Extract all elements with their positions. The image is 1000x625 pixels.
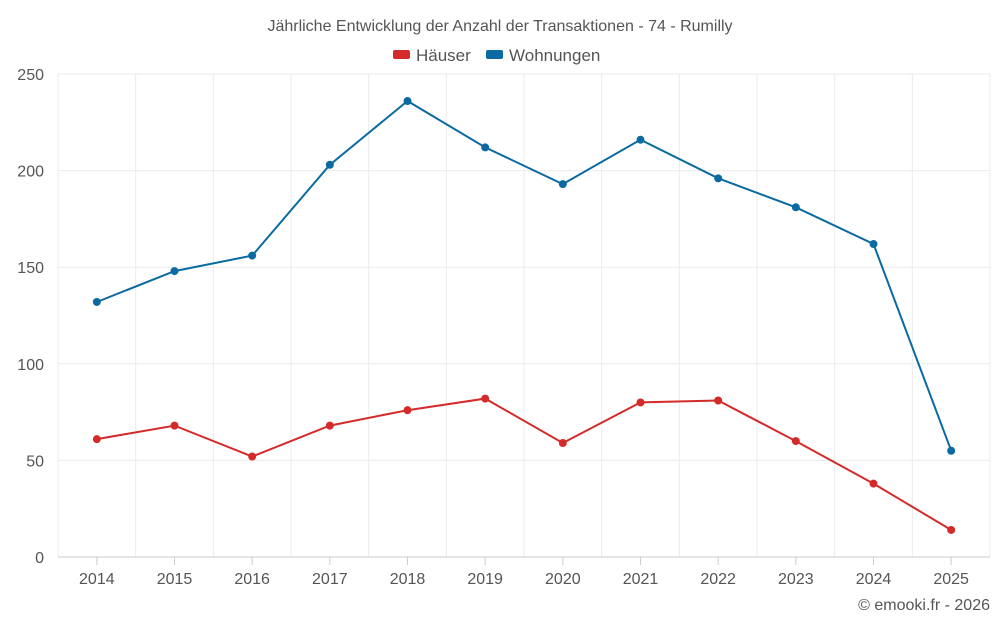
y-tick-label: 100 bbox=[17, 357, 44, 374]
y-tick-label: 250 bbox=[17, 67, 44, 84]
data-point[interactable] bbox=[869, 479, 878, 488]
x-tick-label: 2025 bbox=[933, 571, 969, 588]
data-point[interactable] bbox=[791, 437, 800, 446]
x-tick-label: 2018 bbox=[390, 571, 426, 588]
data-point[interactable] bbox=[558, 180, 567, 189]
series-line bbox=[96, 397, 952, 531]
y-tick-label: 50 bbox=[26, 453, 44, 470]
x-tick-label: 2014 bbox=[79, 571, 115, 588]
chart-title: Jährliche Entwicklung der Anzahl der Tra… bbox=[267, 18, 732, 35]
data-point[interactable] bbox=[248, 452, 257, 461]
data-point[interactable] bbox=[947, 525, 956, 534]
x-tick-label: 2023 bbox=[778, 571, 814, 588]
x-tick-label: 2021 bbox=[623, 571, 659, 588]
data-point[interactable] bbox=[325, 160, 334, 169]
data-point[interactable] bbox=[481, 394, 490, 403]
data-point[interactable] bbox=[714, 174, 723, 183]
legend-swatch bbox=[486, 50, 503, 59]
series-houses bbox=[92, 394, 956, 534]
x-tick-label: 2020 bbox=[545, 571, 581, 588]
data-point[interactable] bbox=[248, 251, 257, 260]
data-point[interactable] bbox=[403, 406, 412, 415]
legend-item-houses[interactable]: Häuser bbox=[393, 46, 471, 65]
data-point[interactable] bbox=[481, 143, 490, 152]
data-point[interactable] bbox=[636, 398, 645, 407]
data-point[interactable] bbox=[170, 267, 179, 276]
grid-lines bbox=[57, 73, 991, 557]
credit-text: © emooki.fr - 2026 bbox=[858, 597, 990, 614]
data-point[interactable] bbox=[92, 297, 101, 306]
legend-label: Häuser bbox=[416, 46, 471, 65]
data-point[interactable] bbox=[170, 421, 179, 430]
series-line bbox=[96, 99, 953, 452]
data-point[interactable] bbox=[947, 446, 956, 455]
legend-swatch bbox=[393, 50, 410, 59]
legend-item-apartments[interactable]: Wohnungen bbox=[486, 46, 600, 65]
legend: Häuser Wohnungen bbox=[393, 46, 600, 65]
data-point[interactable] bbox=[791, 203, 800, 212]
y-tick-label: 150 bbox=[17, 260, 44, 277]
data-point[interactable] bbox=[636, 135, 645, 144]
legend-label: Wohnungen bbox=[509, 46, 600, 65]
data-point[interactable] bbox=[325, 421, 334, 430]
x-tick-label: 2017 bbox=[312, 571, 348, 588]
data-point[interactable] bbox=[869, 240, 878, 249]
y-tick-label: 200 bbox=[17, 164, 44, 181]
y-tick-label: 0 bbox=[35, 550, 44, 567]
data-point[interactable] bbox=[403, 97, 412, 106]
series-apartments bbox=[92, 97, 956, 455]
x-tick-label: 2024 bbox=[856, 571, 892, 588]
x-tick-label: 2019 bbox=[467, 571, 503, 588]
axes: 0 50 100 150 200 250 2014 2015 2016 2017 2018 2019 2… bbox=[17, 67, 990, 588]
data-point[interactable] bbox=[558, 439, 567, 448]
series bbox=[92, 97, 956, 534]
x-tick-label: 2015 bbox=[157, 571, 193, 588]
x-tick-label: 2016 bbox=[234, 571, 270, 588]
data-point[interactable] bbox=[714, 396, 723, 405]
data-point[interactable] bbox=[92, 435, 101, 444]
x-tick-label: 2022 bbox=[700, 571, 736, 588]
